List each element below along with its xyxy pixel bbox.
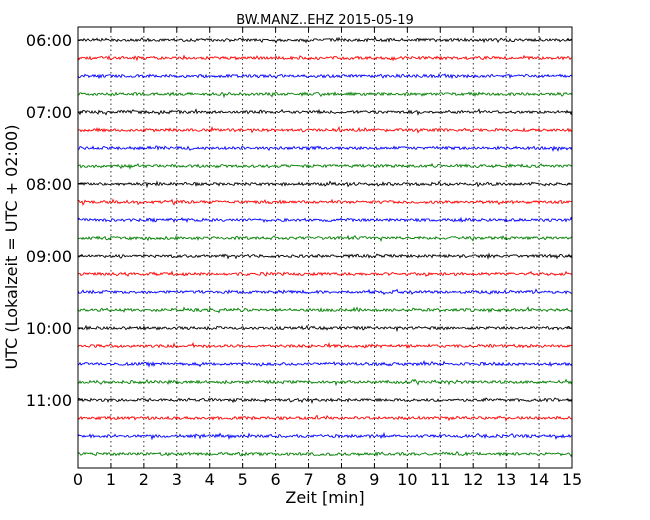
trace-line (77, 341, 573, 349)
x-tick-label: 13 (496, 470, 516, 489)
trace-line (77, 414, 573, 422)
y-axis-ticks: 06:00 07:00 08:00 09:00 10:00 11:00 (26, 31, 572, 410)
trace-line (77, 198, 572, 206)
y-tick-label: 06:00 (26, 31, 72, 50)
y-tick-label: 11:00 (26, 391, 72, 410)
trace-line (77, 378, 573, 387)
x-tick-label: 12 (463, 470, 483, 489)
x-tick-label: 2 (139, 470, 149, 489)
trace-line (77, 234, 573, 243)
y-tick-label: 09:00 (26, 247, 72, 266)
x-tick-label: 6 (271, 470, 281, 489)
x-tick-label: 10 (397, 470, 417, 489)
x-tick-label: 0 (73, 470, 83, 489)
x-tick-label: 14 (529, 470, 549, 489)
x-tick-label: 9 (369, 470, 379, 489)
chart-title: BW.MANZ..EHZ 2015-05-19 (236, 13, 414, 28)
trace-line (77, 125, 573, 134)
y-axis-label: UTC (Lokalzeit = UTC + 02:00) (2, 125, 21, 370)
x-tick-label: 4 (205, 470, 215, 489)
trace-line (77, 431, 573, 441)
x-tick-label: 15 (562, 470, 582, 489)
trace-line (77, 306, 573, 314)
x-tick-label: 1 (106, 470, 116, 489)
trace-line (77, 162, 573, 170)
x-tick-label: 11 (430, 470, 450, 489)
x-tick-label: 8 (336, 470, 346, 489)
vertical-gridlines (110, 27, 540, 468)
trace-line (77, 108, 573, 116)
x-axis-ticks: 0 1 2 3 4 5 6 7 8 9 10 11 12 13 14 15 (73, 27, 582, 489)
x-axis-label: Zeit [min] (285, 488, 364, 507)
trace-line (77, 270, 573, 277)
trace-line (77, 36, 573, 44)
y-tick-label: 10:00 (26, 319, 72, 338)
trace-line (77, 180, 573, 189)
x-tick-label: 5 (238, 470, 248, 489)
trace-line (77, 359, 573, 368)
y-tick-label: 08:00 (26, 175, 72, 194)
trace-line (77, 450, 573, 458)
x-tick-label: 3 (172, 470, 182, 489)
trace-line (77, 73, 573, 80)
trace-line (77, 288, 573, 296)
seismogram-traces (77, 36, 573, 458)
trace-line (77, 91, 573, 99)
trace-line (77, 54, 573, 62)
plot-frame (77, 26, 573, 469)
trace-line (77, 216, 573, 223)
trace-line (77, 397, 573, 405)
x-tick-label: 7 (303, 470, 313, 489)
y-tick-label: 07:00 (26, 103, 72, 122)
trace-line (77, 252, 573, 260)
trace-line (77, 145, 573, 153)
trace-line (77, 324, 573, 333)
